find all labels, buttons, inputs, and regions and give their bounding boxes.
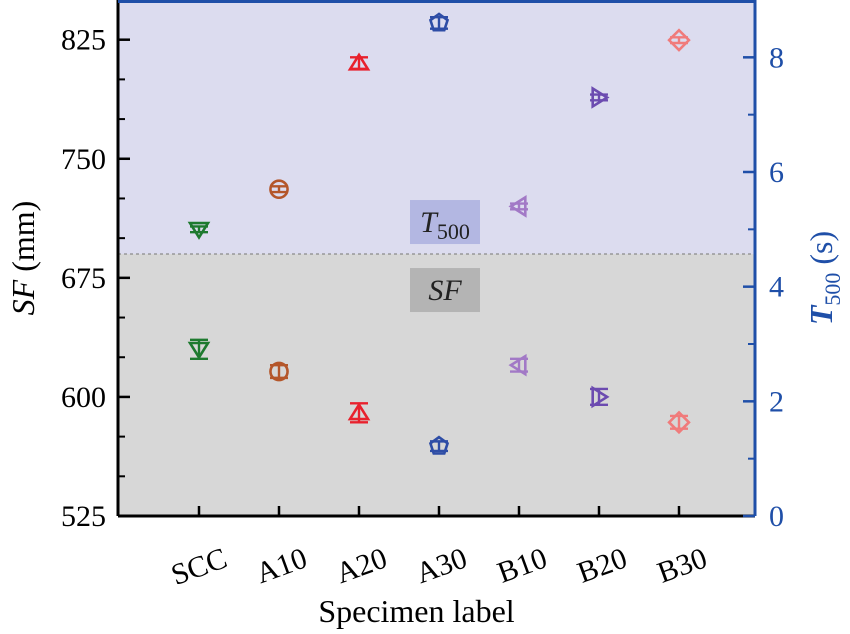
data-point-t500-a10 bbox=[269, 179, 289, 200]
marker-circle bbox=[269, 361, 289, 382]
right-axis-title: T500 (s) bbox=[803, 231, 845, 325]
marker-triangle-down bbox=[187, 341, 211, 360]
data-point-t500-b10 bbox=[508, 195, 528, 218]
right-tick-label: 8 bbox=[769, 41, 784, 74]
band-tag-sf-label: SF bbox=[428, 274, 462, 307]
data-point-t500-a20 bbox=[347, 52, 371, 71]
x-tick-label: A10 bbox=[252, 542, 312, 591]
right-tick-label: 2 bbox=[769, 385, 784, 418]
x-tick-label: A30 bbox=[412, 542, 472, 591]
x-tick-label: B10 bbox=[493, 542, 551, 590]
x-tick-label: A20 bbox=[332, 542, 392, 591]
band-tag-t500-label: T500 bbox=[420, 206, 470, 244]
x-tick-label: SCC bbox=[167, 542, 232, 592]
data-point-t500-b20 bbox=[590, 86, 610, 109]
right-tick-label: 4 bbox=[769, 271, 784, 304]
right-tick-label: 0 bbox=[769, 500, 784, 533]
data-point-sf-b10 bbox=[508, 353, 528, 377]
data-point-t500-a30 bbox=[428, 12, 450, 32]
marker-diamond bbox=[667, 28, 691, 52]
data-point-sf-a20 bbox=[347, 402, 371, 424]
right-tick-label: 6 bbox=[769, 156, 784, 189]
data-point-t500-b30 bbox=[667, 28, 691, 52]
marker-pentagon bbox=[428, 12, 450, 32]
marker-triangle-left bbox=[508, 353, 527, 377]
marker-triangle-left bbox=[508, 195, 527, 218]
left-tick-label: 825 bbox=[61, 24, 106, 57]
marker-pentagon bbox=[428, 435, 450, 455]
left-tick-label: 525 bbox=[61, 500, 106, 533]
left-tick-label: 600 bbox=[61, 381, 106, 414]
x-tick-label: B30 bbox=[653, 542, 711, 590]
marker-triangle-down bbox=[187, 221, 211, 240]
left-tick-label: 750 bbox=[61, 143, 106, 176]
marker-triangle-right bbox=[591, 86, 610, 109]
marker-diamond bbox=[667, 410, 691, 435]
band-tag-t500-box bbox=[410, 200, 480, 245]
x-axis-title: Specimen label bbox=[318, 593, 514, 629]
marker-triangle-right bbox=[591, 385, 610, 409]
data-point-sf-b20 bbox=[590, 385, 610, 409]
band-tag-sf-box bbox=[410, 268, 480, 313]
left-axis-title: SF (mm) bbox=[5, 201, 41, 316]
data-point-sf-a10 bbox=[269, 361, 289, 382]
data-point-t500-scc bbox=[187, 221, 211, 240]
data-point-sf-b30 bbox=[667, 410, 691, 435]
marker-triangle-up bbox=[347, 52, 371, 71]
x-tick-label: B20 bbox=[573, 542, 631, 590]
left-tick-label: 675 bbox=[61, 262, 106, 295]
marker-triangle-up bbox=[347, 402, 371, 421]
marker-circle bbox=[269, 179, 289, 200]
data-point-sf-a30 bbox=[428, 435, 450, 455]
data-point-sf-scc bbox=[187, 338, 211, 361]
